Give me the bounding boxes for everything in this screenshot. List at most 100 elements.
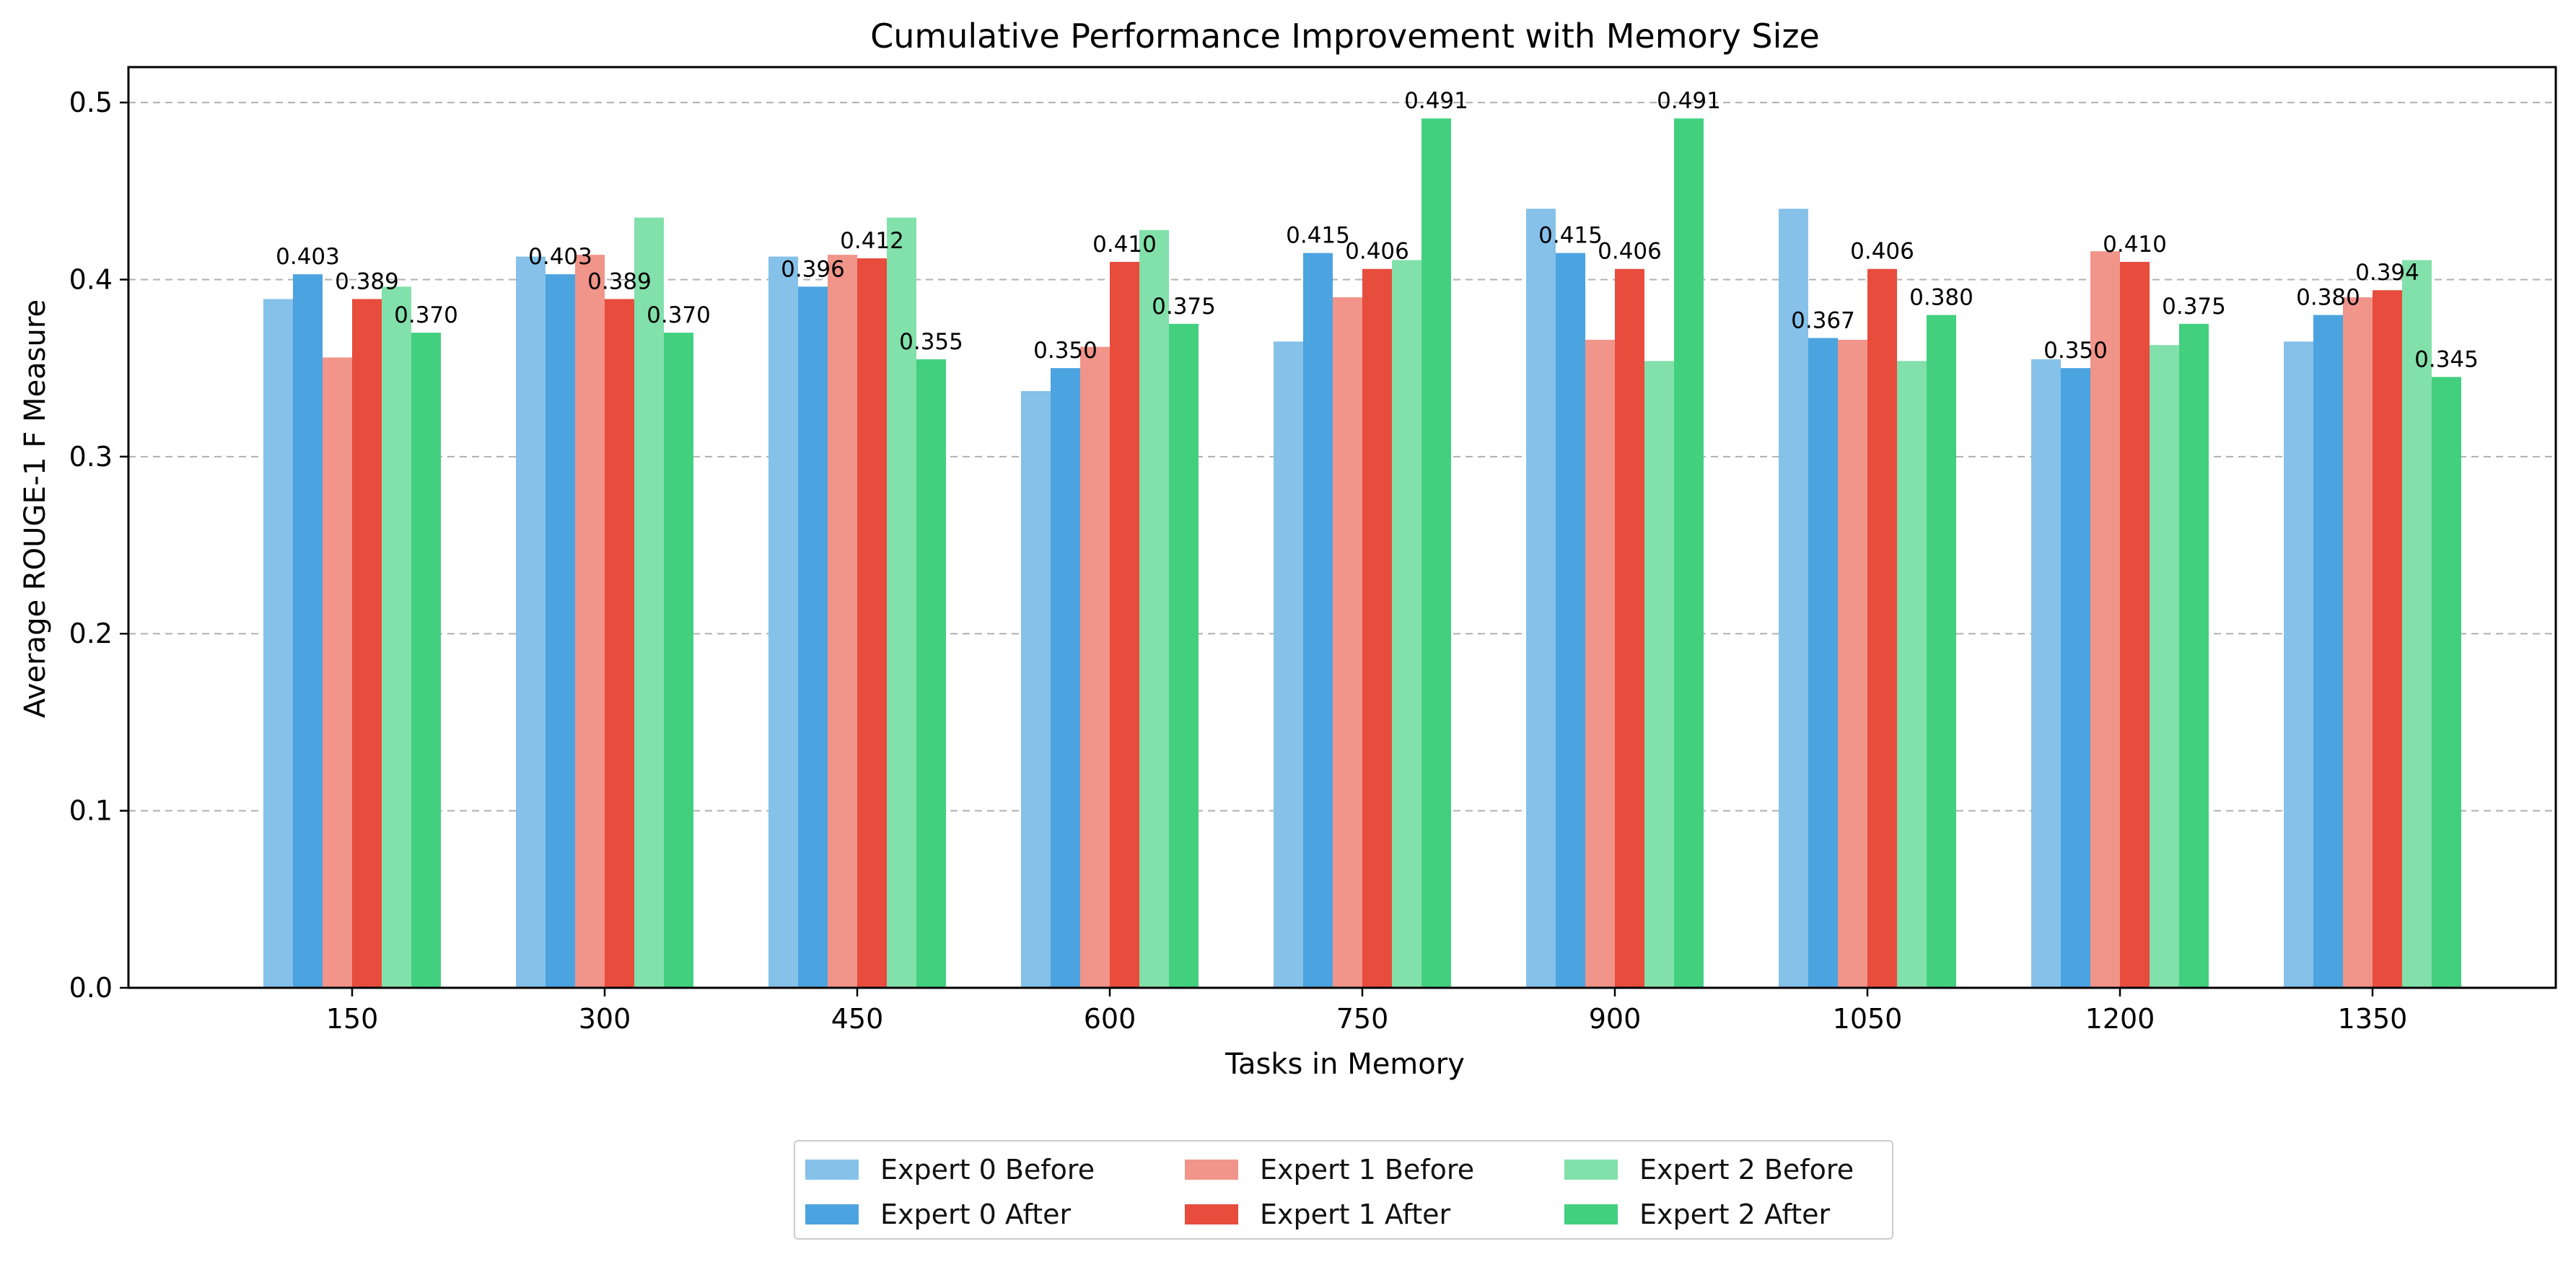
bar [2031, 359, 2061, 988]
bar [352, 299, 382, 988]
bar [634, 217, 664, 989]
data-label: 0.410 [2103, 232, 2167, 258]
bar [1362, 268, 1392, 988]
bar [916, 359, 946, 988]
bar [2343, 297, 2373, 988]
legend-swatch [1185, 1204, 1238, 1224]
bar [1779, 209, 1808, 989]
legend-item-expert-1-after: Expert 1 After [1185, 1198, 1450, 1231]
data-label: 0.355 [899, 329, 963, 355]
legend-label: Expert 0 Before [880, 1154, 1095, 1186]
bar [2432, 377, 2461, 988]
bar [2179, 323, 2209, 988]
data-label: 0.491 [1657, 88, 1721, 114]
plot-frame [127, 66, 2557, 989]
bar [1080, 346, 1110, 988]
data-label: 0.380 [2296, 285, 2360, 311]
bar [1274, 341, 1303, 988]
data-label: 0.389 [587, 268, 652, 294]
x-tick-label: 750 [1336, 1003, 1389, 1035]
legend-item-expert-2-after: Expert 2 After [1564, 1198, 1830, 1231]
legend-item-expert-0-after: Expert 0 After [805, 1198, 1071, 1231]
bar [1526, 209, 1556, 989]
legend-swatch [805, 1204, 859, 1224]
x-tick-label: 450 [831, 1003, 884, 1035]
legend-swatch [1564, 1204, 1618, 1224]
x-tick-label: 1200 [2085, 1003, 2155, 1035]
bar [293, 274, 323, 989]
bar [1051, 368, 1080, 989]
data-label: 0.370 [647, 302, 711, 328]
bar [1392, 260, 1421, 988]
bar [1674, 118, 1704, 989]
legend-item-expert-0-before: Expert 0 Before [805, 1153, 1095, 1186]
x-tick-label: 600 [1084, 1003, 1136, 1035]
data-label: 0.412 [840, 228, 904, 254]
bar [1615, 268, 1644, 988]
bar [382, 286, 411, 988]
bar [664, 333, 693, 989]
bar [1927, 315, 1956, 988]
data-label: 0.410 [1092, 232, 1157, 258]
bar [323, 357, 352, 988]
y-tick-label: 0.2 [69, 618, 113, 649]
bar [1139, 229, 1169, 988]
axis-layer: 0.0 0.1 0.2 0.3 0.4 0.5 150 300 450 600 750 900 1050… [69, 87, 2408, 1035]
bar [1021, 391, 1051, 988]
data-label: 0.491 [1404, 88, 1468, 114]
bar [1867, 268, 1897, 988]
data-label: 0.345 [2414, 346, 2479, 372]
bar [2373, 290, 2402, 989]
data-labels-layer: 0.403 0.403 0.396 0.350 0.415 0.415 0.367 0.350… [276, 88, 2479, 372]
data-label: 0.370 [394, 302, 458, 328]
x-tick-label: 300 [579, 1003, 631, 1035]
bar [2150, 345, 2179, 988]
bar [1169, 323, 1199, 988]
y-tick-label: 0.5 [69, 87, 113, 118]
legend-label: Expert 1 Before [1260, 1154, 1475, 1186]
bar [2402, 260, 2432, 988]
data-label: 0.403 [528, 244, 592, 270]
legend-label: Expert 0 After [880, 1199, 1072, 1230]
bar [1897, 361, 1927, 988]
bar [2284, 341, 2313, 988]
data-label: 0.350 [1033, 338, 1098, 364]
bar [1644, 361, 1674, 988]
bar [1808, 338, 1838, 988]
bar [1556, 253, 1585, 989]
data-label: 0.406 [1345, 239, 1409, 265]
bar [857, 258, 887, 988]
data-label: 0.396 [781, 256, 845, 282]
bar [2061, 368, 2090, 989]
x-tick-label: 1350 [2338, 1003, 2408, 1035]
bar [798, 286, 828, 988]
data-label: 0.403 [276, 244, 340, 270]
data-label: 0.380 [1909, 285, 1973, 311]
data-label: 0.394 [2355, 260, 2419, 286]
legend-label: Expert 2 After [1639, 1199, 1831, 1230]
bar [2120, 261, 2150, 988]
legend-label: Expert 1 After [1260, 1199, 1451, 1230]
bar [411, 333, 441, 989]
y-tick-label: 0.4 [69, 263, 113, 295]
x-tick-label: 150 [326, 1003, 379, 1035]
legend-item-expert-1-before: Expert 1 Before [1185, 1153, 1474, 1186]
x-tick-label: 900 [1589, 1003, 1642, 1035]
chart-title: Cumulative Performance Improvement with … [870, 17, 1820, 56]
bar [1110, 261, 1139, 988]
data-label: 0.375 [2162, 294, 2226, 320]
legend-swatch [805, 1160, 859, 1180]
data-label: 0.406 [1850, 239, 1914, 265]
bar [2313, 315, 2343, 988]
bar [1421, 118, 1451, 989]
y-tick-label: 0.0 [69, 972, 113, 1004]
bar [263, 299, 293, 988]
data-label: 0.375 [1152, 294, 1216, 320]
bar [1333, 297, 1362, 988]
data-label: 0.367 [1791, 307, 1855, 333]
bar [2090, 251, 2120, 988]
data-label: 0.415 [1286, 223, 1350, 249]
y-tick-label: 0.3 [69, 441, 113, 473]
bar [768, 256, 798, 988]
